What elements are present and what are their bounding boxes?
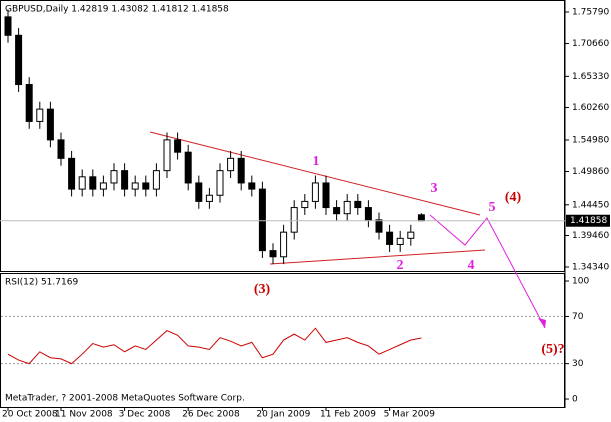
candle-body — [89, 176, 97, 190]
y-tick-label: 1.75790 — [572, 7, 609, 17]
candle-body — [311, 182, 319, 202]
chart-title: GBPUSD,Daily 1.42819 1.43082 1.41812 1.4… — [5, 5, 229, 15]
y-tick-label: 1.39460 — [572, 231, 609, 241]
candle-body — [258, 188, 266, 252]
candle-body — [280, 231, 288, 258]
annotation: (4) — [505, 190, 522, 205]
candle-body — [417, 214, 425, 222]
candle-body — [184, 151, 192, 184]
candle-body — [205, 194, 213, 202]
candle-body — [142, 182, 150, 190]
last-price-box — [566, 214, 610, 227]
candle-body — [4, 16, 12, 36]
y-tick-label: 100 — [572, 277, 589, 287]
last-price-label: 1.41858 — [570, 216, 607, 226]
arrow-head — [538, 318, 546, 328]
candle-body — [386, 231, 394, 245]
candle-body — [375, 219, 383, 233]
x-tick-label: 11 Nov 2008 — [55, 410, 113, 420]
candle-body — [248, 182, 256, 190]
y-tick-label: 0 — [572, 395, 578, 405]
candle-body — [354, 200, 362, 209]
candle-body — [25, 84, 33, 122]
candle-body — [121, 170, 129, 190]
candle-body — [269, 250, 277, 258]
candle-body — [163, 139, 171, 172]
x-tick-label: 3 Dec 2008 — [119, 410, 171, 420]
candle-body — [46, 108, 54, 141]
candle-body — [15, 34, 23, 86]
annotation: 5 — [489, 200, 496, 215]
rsi-panel — [0, 273, 565, 408]
price-panel — [0, 0, 565, 272]
annotation: 2 — [397, 258, 404, 273]
y-tick-label: 1.34340 — [572, 262, 609, 272]
candle-body — [57, 139, 65, 159]
candle-body — [131, 182, 139, 190]
trend-line — [269, 249, 486, 265]
candle-body — [78, 176, 86, 190]
candle-body — [152, 170, 160, 190]
candle-body — [227, 157, 235, 172]
rsi-line — [7, 327, 422, 365]
annotation: 4 — [468, 258, 475, 273]
y-tick-label: 1.65330 — [572, 72, 609, 82]
footer: MetaTrader, ? 2001-2008 MetaQuotes Softw… — [5, 394, 245, 404]
x-tick-label: 20 Oct 2008 — [2, 410, 58, 420]
x-tick-label: 11 Feb 2009 — [320, 410, 376, 420]
projection — [429, 214, 546, 329]
candle-body — [290, 207, 298, 233]
y-tick-label: 1.70660 — [572, 39, 609, 49]
candle-body — [301, 200, 309, 209]
candle-body — [68, 157, 76, 190]
annotation: (5)? — [541, 342, 564, 357]
y-tick-label: 1.60260 — [572, 103, 609, 113]
candle-body — [407, 231, 415, 239]
x-tick-label: 5 Mar 2009 — [384, 410, 436, 420]
annotation: 3 — [431, 181, 438, 196]
y-tick-label: 1.44450 — [572, 200, 609, 210]
y-tick-label: 1.54980 — [572, 136, 609, 146]
candle-body — [333, 207, 341, 215]
y-tick-label: 30 — [572, 359, 584, 369]
candle-body — [343, 200, 351, 215]
candle-body — [99, 182, 107, 190]
candle-body — [322, 182, 330, 209]
annotation: (3) — [254, 282, 271, 297]
y-tick-label: 70 — [572, 312, 584, 322]
candle-body — [36, 108, 44, 122]
candle-body — [396, 237, 404, 245]
candle-body — [174, 139, 182, 153]
x-tick-label: 20 Jan 2009 — [256, 410, 310, 420]
annotation: 1 — [313, 154, 320, 169]
candle-body — [364, 207, 372, 221]
candle-body — [237, 157, 245, 184]
candle-body — [110, 170, 118, 184]
rsi-title: RSI(12) 51.7169 — [5, 278, 78, 288]
candle-body — [195, 182, 203, 202]
trend-line — [149, 131, 481, 216]
candle-body — [216, 170, 224, 196]
x-tick-label: 26 Dec 2008 — [182, 410, 240, 420]
y-tick-label: 1.49860 — [572, 167, 609, 177]
